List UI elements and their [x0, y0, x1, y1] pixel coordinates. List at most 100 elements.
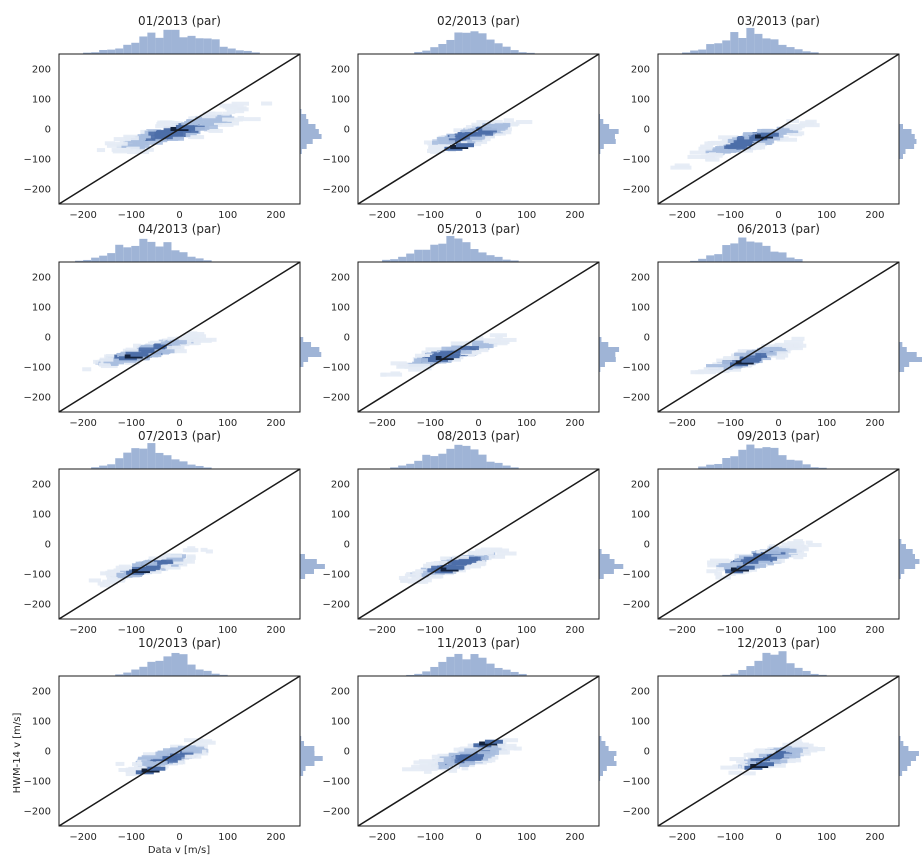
top-hist-bar [502, 46, 511, 54]
density-bin [231, 101, 250, 106]
density-bin [779, 545, 786, 550]
right-hist-bar [899, 154, 903, 159]
top-hist-bar [762, 447, 771, 469]
top-hist-bar [446, 236, 455, 262]
top-hist-bar [518, 673, 527, 676]
top-hist-bar [502, 669, 511, 676]
right-hist-bar [300, 746, 315, 751]
density-bin [415, 569, 427, 574]
right-hist-bar [300, 119, 309, 124]
density-bin [126, 146, 140, 151]
right-hist-bar [300, 761, 315, 766]
y-tick-label: 200 [331, 687, 350, 698]
top-hist-bar [430, 47, 439, 54]
plot-frame [657, 468, 900, 620]
density-bin [82, 367, 92, 372]
x-tick-label: 100 [218, 210, 237, 221]
density-bin [205, 549, 213, 554]
top-hist-bar [454, 653, 463, 676]
right-hist-bar [300, 554, 305, 559]
right-hist-bar [899, 756, 917, 761]
top-hist-bar [526, 52, 535, 54]
top-hist-bar [746, 241, 755, 262]
x-tick-label: 0 [176, 210, 182, 221]
top-hist-bar [123, 672, 132, 676]
density-bin [467, 564, 482, 569]
top-hist-bar [722, 245, 731, 262]
right-hist-bar [599, 766, 607, 771]
right-hist-bar [899, 342, 903, 347]
density-bin [467, 128, 480, 133]
density-bin [795, 751, 811, 756]
density-bin [137, 134, 157, 139]
density-bin [421, 576, 428, 581]
top-hist-bar [155, 660, 164, 676]
y-tick-label: −100 [623, 363, 650, 374]
density-bin [740, 148, 754, 153]
panel-1: 01/2013 (par) −200 −100 0 100 200 200 100 0 −100 −… [24, 14, 322, 221]
x-tick-label: −200 [69, 418, 96, 429]
y-tick-label: −100 [623, 570, 650, 581]
density-bin [222, 117, 243, 122]
right-hist-bar [899, 574, 901, 579]
panel-title: 12/2013 (par) [737, 636, 820, 650]
density-bin [703, 367, 724, 372]
density-bin [187, 332, 205, 337]
top-hist-bar [494, 462, 503, 469]
top-hist-bar [470, 449, 479, 469]
density-bin [785, 346, 803, 351]
y-tick-label: −100 [323, 363, 350, 374]
top-hist-bar [518, 52, 527, 54]
density-bin [756, 347, 770, 352]
density-bin [461, 129, 473, 134]
density-bin [783, 340, 804, 345]
top-hist-bar [754, 660, 763, 676]
y-tick-label: −200 [323, 807, 350, 818]
x-axis-label: Data v [m/s] [148, 845, 210, 855]
right-hist-bar [300, 337, 304, 342]
top-hist-bar [762, 652, 771, 676]
top-hist-bar [163, 29, 172, 54]
top-hist-bar [83, 259, 92, 262]
density-bin [710, 561, 722, 566]
density-bin [781, 542, 802, 547]
density-bin [195, 116, 203, 121]
density-bin [745, 132, 753, 137]
density-bin [461, 141, 468, 146]
top-hist-bar [107, 253, 116, 262]
y-tick-label: 200 [32, 273, 51, 284]
panel-11: 11/2013 (par) −200 −100 0 100 200 200 100 0 −100 −… [323, 636, 617, 843]
density-bin [782, 343, 802, 348]
density-bin [695, 370, 717, 375]
top-hist-bar [115, 674, 124, 676]
identity-line [657, 468, 900, 620]
density-bin [698, 146, 713, 151]
x-tick-label: 100 [817, 832, 836, 843]
density-bin [720, 765, 739, 770]
top-hist-bar [203, 38, 212, 54]
density-bin [125, 767, 148, 772]
top-hist-bar [195, 669, 204, 676]
y-tick-label: 0 [344, 333, 350, 344]
density-bin [414, 353, 433, 358]
density-bin [451, 561, 463, 566]
x-tick-label: −200 [368, 210, 395, 221]
top-hist-bar [794, 259, 803, 262]
y-tick-label: −200 [24, 393, 51, 404]
density-bin [783, 124, 805, 129]
panel-10: 10/2013 (par) −200 −100 0 100 200 200 100 0 −100 −… [24, 636, 323, 843]
density-bin [464, 748, 478, 753]
identity-line [357, 261, 600, 413]
density-bin [455, 134, 462, 139]
density-bin [764, 344, 777, 349]
x-tick-label: −200 [69, 210, 96, 221]
right-hist-bar [599, 114, 601, 119]
density-bin [115, 577, 126, 582]
top-hist-bar [99, 255, 108, 262]
density-bin [88, 578, 102, 583]
density-bin [197, 124, 218, 129]
right-hist-bar [899, 746, 909, 751]
density-bin [481, 550, 489, 555]
right-hist-bar [899, 362, 910, 367]
top-hist-bar [762, 245, 771, 262]
